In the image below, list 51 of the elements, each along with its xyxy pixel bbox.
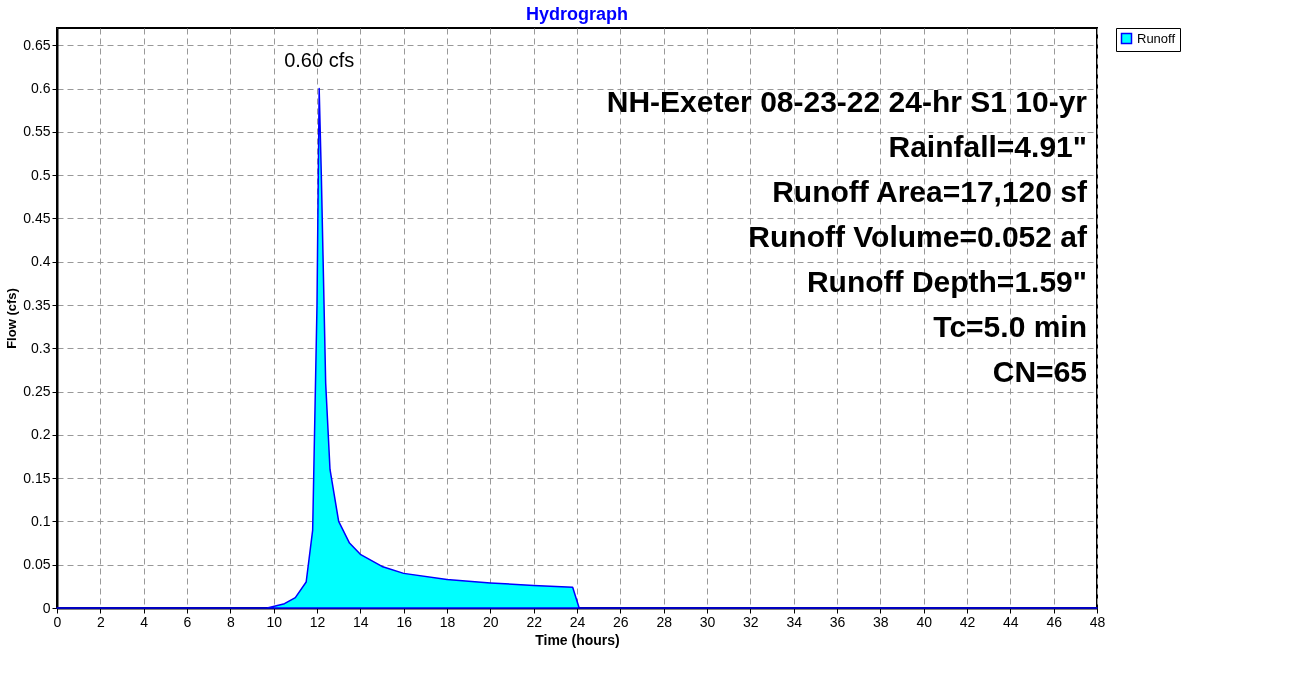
x-tick-label: 48 [1089,613,1106,630]
x-tick-label: 2 [96,613,105,630]
y-tick-label: 0.45 [23,209,51,226]
x-tick-label: 8 [226,613,235,630]
y-tick-label: 0 [42,599,51,616]
annotation: Runoff Area=17,120 sf [772,175,1088,208]
annotation: Runoff Depth=1.59" [806,265,1087,298]
annotation: Tc=5.0 min [933,310,1087,343]
y-tick-label: 0.6 [31,80,51,97]
x-tick-label: 42 [959,613,976,630]
annotation: CN=65 [992,355,1087,388]
x-tick-label: 36 [829,613,846,630]
y-tick-label: 0.5 [31,166,51,183]
y-tick-label: 0.25 [23,383,51,400]
x-tick-label: 6 [183,613,192,630]
x-tick-label: 22 [526,613,543,630]
x-tick-label: 14 [353,613,369,630]
x-tick-label: 12 [309,613,326,630]
annotation: Rainfall=4.91" [888,130,1087,163]
x-tick-label: 30 [699,613,716,630]
y-tick-label: 0.1 [31,512,51,529]
legend-label: Runoff [1137,30,1176,46]
y-tick-label: 0.4 [31,253,51,270]
x-tick-label: 26 [613,613,629,630]
y-tick-label: 0.65 [23,36,51,53]
x-tick-label: 16 [396,613,413,630]
annotation: NH-Exeter 08-23-22 24-hr S1 10-yr [606,85,1088,118]
y-tick-label: 0.05 [23,556,51,573]
x-tick-label: 20 [483,613,499,630]
x-tick-label: 40 [916,613,933,630]
x-tick-label: 4 [140,613,149,630]
x-tick-label: 46 [1046,613,1063,630]
y-tick-label: 0.15 [23,469,51,486]
x-tick-label: 38 [873,613,889,630]
annotation: Runoff Volume=0.052 af [748,220,1089,253]
x-tick-label: 18 [439,613,456,630]
x-tick-label: 10 [266,613,283,630]
chart-title: Hydrograph [525,3,629,24]
x-tick-label: 32 [743,613,759,630]
y-tick-label: 0.35 [23,296,51,313]
x-tick-label: 0 [53,613,62,630]
y-tick-label: 0.55 [23,123,51,140]
x-tick-label: 44 [1003,613,1019,630]
y-tick-label: 0.2 [31,426,51,443]
y-tick-label: 0.3 [31,339,51,356]
x-tick-label: 24 [569,613,586,630]
x-tick-label: 34 [786,613,803,630]
annotation: 0.60 cfs [284,48,355,71]
x-tick-label: 28 [656,613,673,630]
y-axis-title: Flow (cfs) [4,288,20,349]
x-axis-title: Time (hours) [535,631,620,648]
